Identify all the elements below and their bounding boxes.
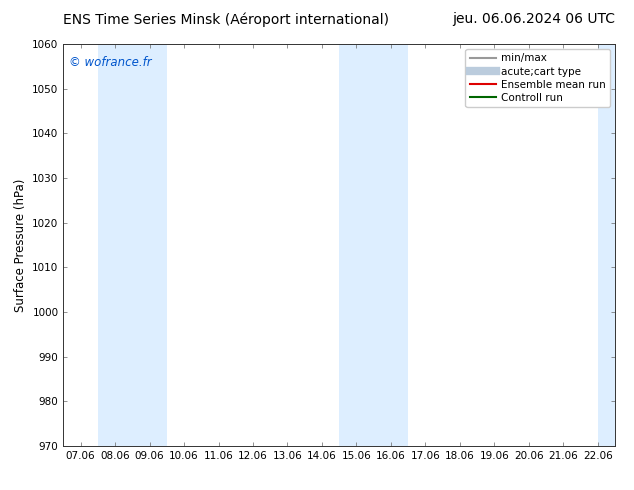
Y-axis label: Surface Pressure (hPa): Surface Pressure (hPa) — [14, 178, 27, 312]
Text: jeu. 06.06.2024 06 UTC: jeu. 06.06.2024 06 UTC — [452, 12, 615, 26]
Bar — [598, 44, 615, 446]
Text: © wofrance.fr: © wofrance.fr — [69, 56, 152, 69]
Text: ENS Time Series Minsk (Aéroport international): ENS Time Series Minsk (Aéroport internat… — [63, 12, 389, 27]
Bar — [339, 44, 408, 446]
Legend: min/max, acute;cart type, Ensemble mean run, Controll run: min/max, acute;cart type, Ensemble mean … — [465, 49, 610, 107]
Bar — [98, 44, 167, 446]
